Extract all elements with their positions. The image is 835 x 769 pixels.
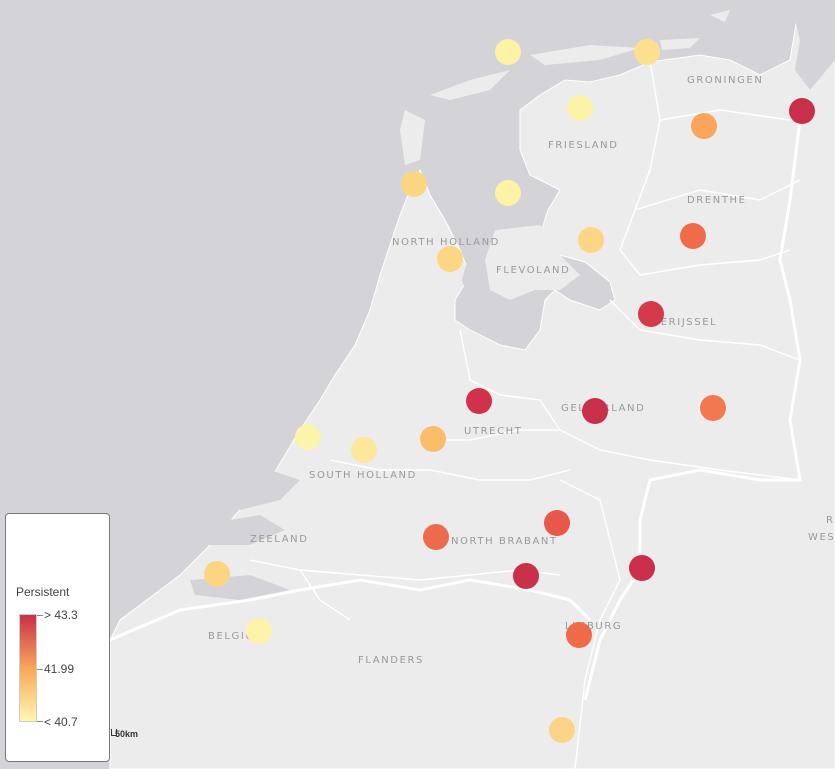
flevoland-polder <box>485 225 580 300</box>
island <box>660 38 700 50</box>
data-marker[interactable] <box>578 227 604 253</box>
data-marker[interactable] <box>495 39 521 65</box>
label-north-brabant: NORTH BRABANT <box>451 536 558 547</box>
estuary <box>790 0 835 90</box>
data-marker[interactable] <box>789 98 815 124</box>
label-edge-wes: WES <box>808 532 835 543</box>
data-marker[interactable] <box>246 618 272 644</box>
label-limburg: LIMBURG <box>565 621 622 632</box>
estuary <box>200 515 285 545</box>
legend-label-mid: 41.99 <box>44 662 75 676</box>
data-marker[interactable] <box>423 524 449 550</box>
legend-tick-mid <box>37 669 43 670</box>
label-flanders: FLANDERS <box>358 655 424 666</box>
data-marker[interactable] <box>700 395 726 421</box>
legend-tick-max <box>37 615 43 616</box>
legend-title: Persistent <box>16 585 70 599</box>
scale-bar-label: 50km <box>115 729 139 739</box>
scale-bar-tick <box>111 729 117 736</box>
legend-color-ramp <box>19 614 37 722</box>
data-marker[interactable] <box>549 717 575 743</box>
label-overijssel: OVERIJSSEL <box>643 317 717 328</box>
data-marker[interactable] <box>401 171 427 197</box>
data-marker[interactable] <box>495 180 521 206</box>
data-marker[interactable] <box>420 426 446 452</box>
label-south-holland: SOUTH HOLLAND <box>309 470 417 481</box>
label-friesland: FRIESLAND <box>548 140 619 151</box>
label-drenthe: DRENTHE <box>687 195 747 206</box>
data-marker[interactable] <box>566 622 592 648</box>
data-marker[interactable] <box>351 437 377 463</box>
data-marker[interactable] <box>638 301 664 327</box>
national-border <box>109 119 802 701</box>
label-zeeland: ZEELAND <box>250 534 309 545</box>
data-marker[interactable] <box>513 563 539 589</box>
data-marker[interactable] <box>582 398 608 424</box>
island <box>430 70 510 100</box>
legend-label-max: > 43.3 <box>44 608 78 622</box>
label-groningen: GRONINGEN <box>687 75 763 86</box>
data-marker[interactable] <box>567 95 593 121</box>
data-marker[interactable] <box>544 510 570 536</box>
label-north-holland: NORTH HOLLAND <box>392 237 500 248</box>
legend-label-min: < 40.7 <box>44 715 78 729</box>
island <box>710 10 730 22</box>
data-marker[interactable] <box>204 561 230 587</box>
label-flevoland: FLEVOLAND <box>496 265 570 276</box>
data-marker[interactable] <box>295 424 321 450</box>
label-edge-r: R <box>826 515 835 526</box>
legend-tick-min <box>37 721 43 722</box>
data-marker[interactable] <box>629 555 655 581</box>
scale-bar: 50km <box>111 729 138 739</box>
region-labels: GRONINGEN FRIESLAND DRENTHE NORTH HOLLAN… <box>208 75 835 666</box>
label-belgium: BELGIUM <box>208 631 265 642</box>
island <box>400 110 425 165</box>
data-marker[interactable] <box>691 113 717 139</box>
data-markers[interactable] <box>204 39 815 743</box>
data-marker[interactable] <box>634 39 660 65</box>
data-marker[interactable] <box>680 223 706 249</box>
estuary <box>210 470 300 510</box>
data-marker[interactable] <box>466 388 492 414</box>
data-marker[interactable] <box>437 246 463 272</box>
legend-panel: Persistent > 43.3 41.99 < 40.7 <box>5 513 110 762</box>
island <box>530 45 640 65</box>
label-utrecht: UTRECHT <box>464 426 523 437</box>
